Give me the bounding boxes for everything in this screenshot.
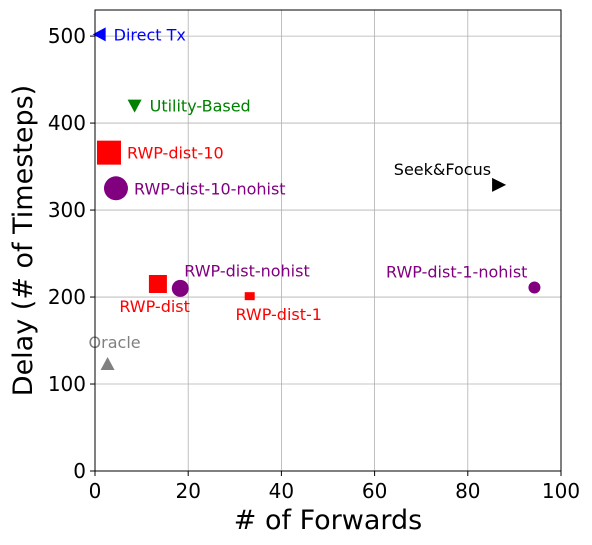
data-points: Direct Tx Utility-Based RWP-dist-10 RWP-dis… (89, 25, 541, 371)
point-utility-based (127, 99, 142, 113)
y-axis-label: Delay (# of Timesteps) (8, 85, 39, 396)
grid (94, 10, 562, 472)
point-rwp-dist-1 (244, 292, 255, 301)
y-tick-label: 200 (48, 285, 86, 309)
point-seek-focus-label: Seek&Focus (394, 160, 491, 179)
x-tick-label: 60 (362, 479, 387, 503)
x-tick-label: 0 (89, 479, 102, 503)
point-rwp-dist-1-nohist-label: RWP-dist-1-nohist (386, 262, 527, 281)
y-tick-label: 100 (48, 372, 86, 396)
y-tick-label: 300 (48, 198, 86, 222)
x-tick-label: 100 (542, 479, 580, 503)
point-rwp-dist-10-label: RWP-dist-10 (127, 144, 224, 163)
x-ticks: 0 20 40 60 80 100 (89, 471, 580, 503)
x-tick-label: 40 (269, 479, 294, 503)
point-rwp-dist-10 (96, 140, 121, 165)
point-rwp-dist-nohist (171, 279, 189, 297)
x-tick-label: 20 (175, 479, 200, 503)
plot-frame (94, 9, 562, 472)
x-tick-label: 80 (455, 479, 480, 503)
x-axis-label: # of Forwards (234, 505, 422, 536)
point-rwp-dist (148, 274, 167, 293)
y-tick-label: 500 (48, 24, 86, 48)
point-rwp-dist-label: RWP-dist (119, 297, 190, 316)
point-direct-tx-label: Direct Tx (114, 25, 186, 44)
point-seek-focus (492, 177, 507, 192)
y-tick-label: 0 (73, 459, 86, 483)
point-rwp-dist-1-nohist (528, 281, 541, 294)
point-oracle-label: Oracle (89, 333, 141, 352)
point-rwp-dist-10-nohist (103, 176, 128, 201)
point-utility-based-label: Utility-Based (150, 97, 251, 116)
point-rwp-dist-nohist-label: RWP-dist-nohist (184, 261, 309, 280)
y-tick-label: 400 (48, 111, 86, 135)
point-rwp-dist-1-label: RWP-dist-1 (235, 305, 322, 324)
point-direct-tx (92, 27, 106, 42)
y-ticks: 0 100 200 300 400 500 (48, 24, 95, 483)
point-rwp-dist-10-nohist-label: RWP-dist-10-nohist (134, 179, 286, 198)
point-oracle (100, 357, 115, 371)
